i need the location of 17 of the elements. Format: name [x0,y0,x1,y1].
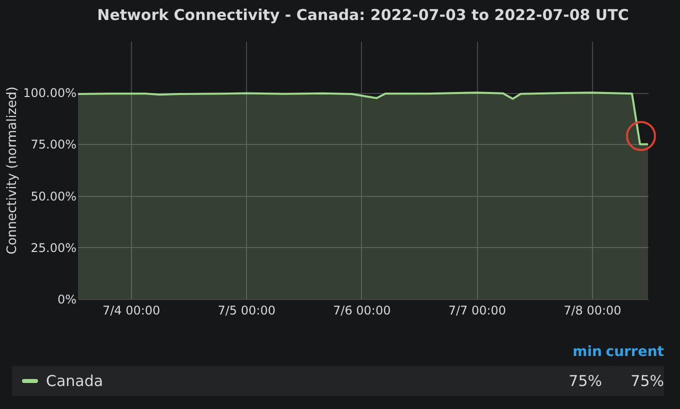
legend-label: Canada [46,372,104,390]
text: current [604,344,664,360]
text: min [572,344,602,360]
y-tick-label: 100.00% [23,86,76,100]
x-tick-label: 7/8 00:00 [564,304,622,318]
x-tick-label: 7/5 00:00 [218,304,276,318]
text: 75% [630,372,664,390]
chart-title: Network Connectivity - Canada: 2022-07-03 to 2022-07-08 UTC [97,6,629,24]
y-tick-label: 25.00% [30,240,76,255]
y-axis-title: Connectivity (normalized) [5,86,20,254]
x-tick-label: 7/6 00:00 [333,304,391,318]
x-tick-label: 7/7 00:00 [448,304,506,318]
text: 75% [568,372,602,390]
y-tick-label: 50.00% [30,189,76,204]
y-tick-label: 0% [57,292,76,306]
x-tick-label: 7/4 00:00 [102,304,160,318]
y-tick-label: 75.00% [30,138,76,152]
